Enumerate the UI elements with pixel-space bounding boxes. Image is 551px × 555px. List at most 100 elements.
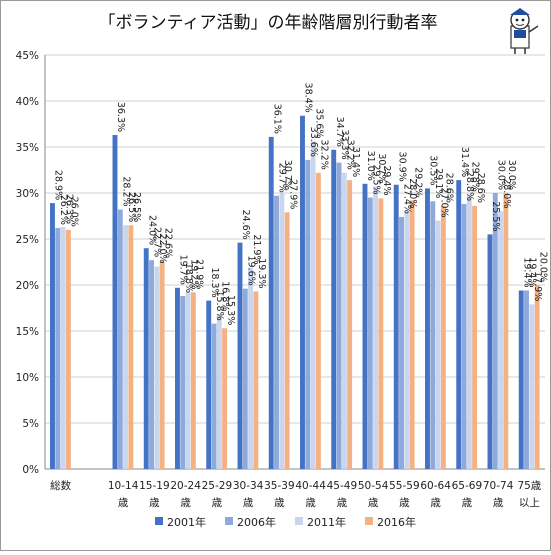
x-tick-label: 歳 <box>337 497 348 509</box>
data-label: 34.7% <box>334 117 345 147</box>
x-tick-label: 15-19 <box>139 480 170 492</box>
legend-swatch <box>225 517 233 525</box>
legend-label: 2011年 <box>307 515 346 529</box>
bar-2016年 <box>128 225 134 469</box>
data-label: 26.3% <box>63 194 74 224</box>
bar-2016年 <box>65 229 71 469</box>
data-label: 32.2% <box>345 140 356 170</box>
x-tick-label: 40-44 <box>295 480 326 492</box>
data-label: 27.0% <box>438 187 449 217</box>
bar-2016年 <box>409 200 415 470</box>
bar-2001年 <box>206 300 212 469</box>
legend-label: 2001年 <box>167 515 206 529</box>
data-label: 35.6% <box>313 108 324 138</box>
data-label: 28.0% <box>501 178 512 208</box>
data-label: 17.9% <box>532 271 543 301</box>
bar-2006年 <box>274 195 279 469</box>
bar-2001年 <box>300 115 305 469</box>
data-label: 25.5% <box>490 201 501 231</box>
bar-2011年 <box>529 304 535 469</box>
x-tick-label: 歳 <box>430 497 441 509</box>
mascot-icon <box>510 8 539 54</box>
data-label: 27.4% <box>402 184 413 214</box>
data-label: 30.7% <box>376 153 387 183</box>
data-label: 28.2% <box>120 176 131 206</box>
bar-2001年 <box>362 183 368 470</box>
y-tick-label: 30% <box>16 188 39 200</box>
y-tick-label: 15% <box>16 326 39 338</box>
data-label: 36.1% <box>271 104 282 134</box>
bar-2006年 <box>149 260 154 469</box>
data-label: 31.0% <box>365 151 376 181</box>
x-tick-label: 50-54 <box>358 480 389 492</box>
data-label: 30.7% <box>282 160 293 190</box>
bar-2011年 <box>279 193 285 469</box>
data-label: 32.2% <box>319 140 330 170</box>
data-label: 19.7% <box>178 255 189 285</box>
bar-2011年 <box>60 227 66 469</box>
legend-swatch <box>365 517 373 525</box>
bar-2006年 <box>461 204 467 470</box>
bar-2006年 <box>492 193 498 469</box>
x-tick-label: 65-69 <box>452 480 483 492</box>
x-tick-label: 20-24 <box>170 480 201 492</box>
bar-2016年 <box>190 292 196 469</box>
bar-2011年 <box>373 186 379 469</box>
legend-label: 2006年 <box>237 515 276 529</box>
legend-swatch <box>155 517 163 525</box>
data-label: 29.4% <box>381 165 392 195</box>
x-tick-label: 以上 <box>519 497 540 509</box>
data-label: 22.7% <box>152 227 163 257</box>
x-tick-label: 30-34 <box>233 480 264 492</box>
bar-2016年 <box>347 180 353 469</box>
data-label: 31.4% <box>459 147 470 177</box>
data-label: 29.2% <box>412 167 423 197</box>
data-label: 31.4% <box>350 147 361 177</box>
data-label: 38.4% <box>303 83 314 113</box>
data-label: 24.0% <box>146 215 157 245</box>
x-tick-label: 歳 <box>493 497 504 509</box>
x-tick-label: 60-64 <box>420 480 451 492</box>
bar-2001年 <box>237 242 243 469</box>
bar-2001年 <box>175 287 180 469</box>
bar-2006年 <box>242 288 248 469</box>
bar-2006年 <box>399 216 404 469</box>
bar-2011年 <box>248 267 254 469</box>
data-label: 29.5% <box>370 164 381 194</box>
x-tick-label: 総数 <box>50 479 71 492</box>
bar-2011年 <box>123 225 129 469</box>
bar-2001年 <box>331 149 337 469</box>
data-label: 19.4% <box>521 257 532 287</box>
y-tick-label: 45% <box>16 50 39 62</box>
x-tick-label: 歳 <box>462 497 473 509</box>
data-label: 15.8% <box>214 290 225 320</box>
data-label: 19.4% <box>527 257 538 287</box>
bar-2011年 <box>154 266 160 469</box>
data-label: 28.6% <box>475 173 486 203</box>
bar-2006年 <box>180 296 186 469</box>
y-tick-label: 0% <box>22 464 39 476</box>
x-tick-label: 70-74 <box>483 480 514 492</box>
y-tick-label: 20% <box>16 280 39 292</box>
data-label: 30.5% <box>428 155 439 185</box>
x-tick-label: 歳 <box>274 497 285 509</box>
data-label: 30.0% <box>495 160 506 190</box>
data-label: 22.6% <box>162 228 173 258</box>
data-label: 26.5% <box>131 192 142 222</box>
x-tick-label: 75歳 <box>517 480 541 492</box>
bar-2016年 <box>472 205 478 469</box>
x-tick-label: 45-49 <box>327 480 358 492</box>
x-tick-label: 歳 <box>149 497 160 509</box>
x-tick-label: 10-14 <box>108 480 139 492</box>
bar-2001年 <box>112 135 118 470</box>
data-label: 18.8% <box>183 263 194 293</box>
bar-2006年 <box>55 227 61 469</box>
x-tick-label: 35-39 <box>264 480 295 492</box>
data-label: 28.9% <box>53 170 64 200</box>
bar-2016年 <box>534 285 540 469</box>
x-tick-label: 歳 <box>118 497 129 509</box>
y-tick-label: 10% <box>16 372 39 384</box>
bar-2001年 <box>487 234 493 469</box>
bar-2006年 <box>367 197 373 469</box>
